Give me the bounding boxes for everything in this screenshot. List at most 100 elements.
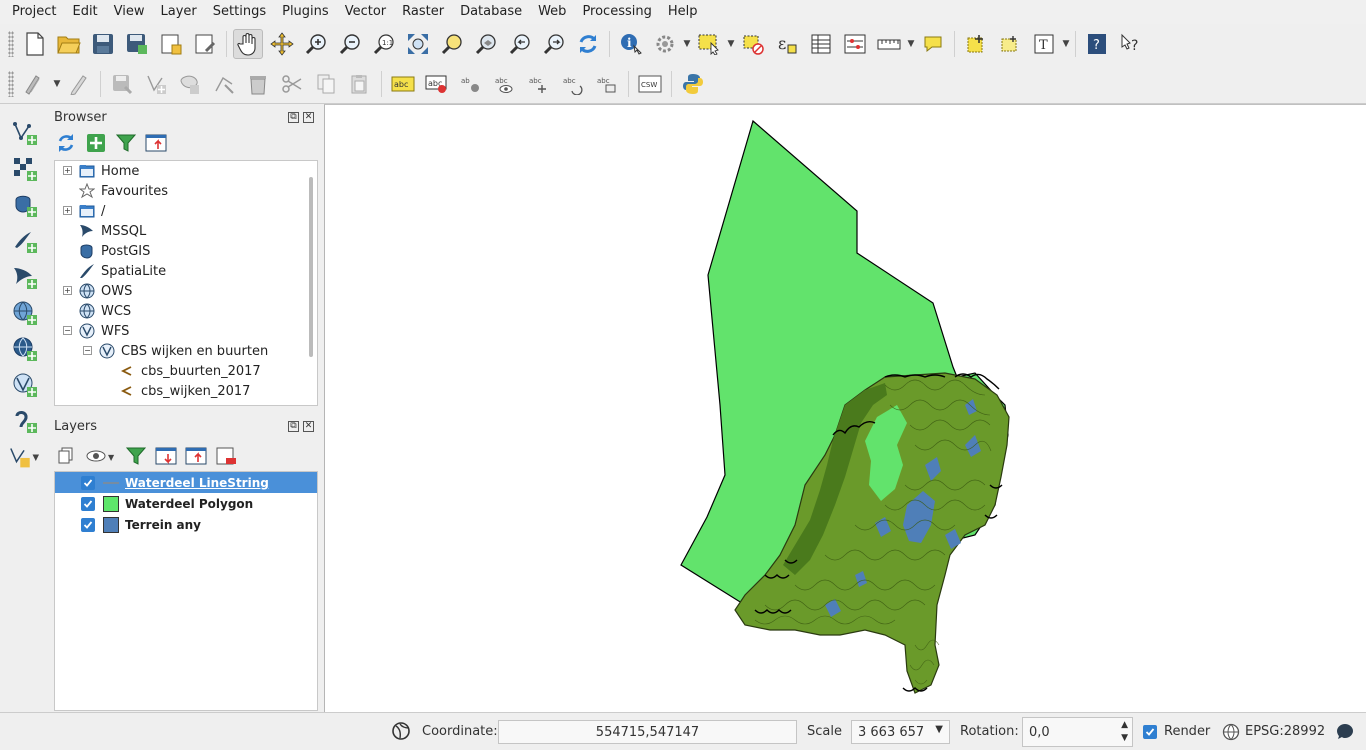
toolbar-handle[interactable]	[8, 31, 14, 57]
new-project-button[interactable]	[20, 29, 50, 59]
measure-line-button[interactable]	[874, 29, 904, 59]
browser-item-postgis[interactable]: PostGIS	[55, 241, 317, 261]
current-edits-button[interactable]	[20, 69, 50, 99]
toggle-extents-icon[interactable]	[390, 720, 412, 746]
vertex-tool-button[interactable]	[209, 69, 239, 99]
add-feature-button[interactable]	[141, 69, 171, 99]
crs-globe-icon[interactable]	[1222, 723, 1240, 745]
zoom-full-button[interactable]	[403, 29, 433, 59]
add-raster-layer-button[interactable]	[8, 152, 42, 186]
collapse-icon[interactable]: −	[83, 346, 92, 355]
chevron-down-icon[interactable]: ▼	[53, 78, 61, 89]
float-panel-icon[interactable]: ⧉	[288, 111, 299, 123]
chevron-down-icon[interactable]: ▼	[727, 39, 735, 49]
scale-combobox[interactable]: 3 663 657 ▼	[851, 720, 950, 744]
filter-legend-icon[interactable]	[124, 444, 148, 468]
layer-visibility-checkbox[interactable]	[81, 475, 95, 490]
label-options-button[interactable]: abc	[422, 69, 452, 99]
expand-icon[interactable]: +	[63, 206, 72, 215]
menu-plugins[interactable]: Plugins	[282, 4, 329, 19]
whats-this-button[interactable]: ?	[1116, 29, 1146, 59]
new-layer-button[interactable]: ▼	[8, 440, 42, 474]
save-layer-edits-button[interactable]	[107, 69, 137, 99]
manage-map-themes-icon[interactable]: ▼	[84, 444, 118, 468]
render-checkbox[interactable]	[1143, 725, 1157, 739]
menu-processing[interactable]: Processing	[582, 4, 652, 19]
add-selected-layers-icon[interactable]	[84, 131, 108, 155]
filter-icon[interactable]	[114, 131, 138, 155]
expand-icon[interactable]: +	[63, 286, 72, 295]
zoom-in-button[interactable]	[301, 29, 331, 59]
new-print-layout-button[interactable]	[156, 29, 186, 59]
remove-layer-icon[interactable]	[214, 444, 238, 468]
zoom-next-button[interactable]	[539, 29, 569, 59]
pin-labels-button[interactable]: ab	[456, 69, 486, 99]
add-vector-layer-button[interactable]	[8, 116, 42, 150]
browser-item-home[interactable]: + Home	[55, 161, 317, 181]
layout-manager-button[interactable]	[190, 29, 220, 59]
delete-selected-button[interactable]	[243, 69, 273, 99]
browser-item-mssql[interactable]: MSSQL	[55, 221, 317, 241]
close-icon[interactable]: ✕	[303, 111, 314, 123]
add-mssql-layer-button[interactable]	[8, 260, 42, 294]
menu-raster[interactable]: Raster	[402, 4, 445, 19]
text-annotation-button[interactable]: T	[1029, 29, 1059, 59]
crs-label[interactable]: EPSG:28992	[1245, 724, 1326, 739]
zoom-to-selection-button[interactable]	[437, 29, 467, 59]
expand-all-icon[interactable]	[154, 444, 178, 468]
help-contents-button[interactable]: ?	[1082, 29, 1112, 59]
open-project-button[interactable]	[54, 29, 84, 59]
metasearch-button[interactable]: CSW	[635, 69, 665, 99]
browser-item-wfs[interactable]: − WFS	[55, 321, 317, 341]
layer-labeling-button[interactable]: abc	[388, 69, 418, 99]
menu-project[interactable]: Project	[12, 4, 57, 19]
add-spatialite-layer-button[interactable]	[8, 224, 42, 258]
browser-item-favourites[interactable]: Favourites	[55, 181, 317, 201]
chevron-down-icon[interactable]: ▼	[1062, 39, 1070, 49]
show-bookmarks-button[interactable]	[995, 29, 1025, 59]
spinner-arrows-icon[interactable]: ▲ ▼	[1121, 720, 1128, 743]
map-tips-button[interactable]	[918, 29, 948, 59]
rotate-label-button[interactable]: abc	[558, 69, 588, 99]
save-project-button[interactable]	[88, 29, 118, 59]
add-polygon-button[interactable]	[175, 69, 205, 99]
zoom-out-button[interactable]	[335, 29, 365, 59]
browser-item-spatialite[interactable]: SpatiaLite	[55, 261, 317, 281]
collapse-all-icon[interactable]	[184, 444, 208, 468]
chevron-down-icon[interactable]: ▼	[935, 724, 943, 735]
attribute-table-button[interactable]	[806, 29, 836, 59]
browser-item-cbs-buurten-2017[interactable]: cbs_buurten_2017	[55, 361, 317, 381]
add-wms-layer-button[interactable]	[8, 296, 42, 330]
paste-features-button[interactable]	[345, 69, 375, 99]
open-styling-icon[interactable]	[54, 444, 78, 468]
browser-item-wcs[interactable]: WCS	[55, 301, 317, 321]
coordinate-field[interactable]: 554715,547147	[498, 720, 797, 744]
toolbar-handle[interactable]	[8, 70, 14, 97]
select-features-button[interactable]	[694, 29, 724, 59]
menu-edit[interactable]: Edit	[72, 4, 98, 19]
layer-visibility-checkbox[interactable]	[81, 496, 95, 511]
zoom-last-button[interactable]	[505, 29, 535, 59]
menu-layer[interactable]: Layer	[160, 4, 197, 19]
browser-item-cbs-wijken-en-buurten[interactable]: − CBS wijken en buurten	[55, 341, 317, 361]
close-icon[interactable]: ✕	[303, 420, 314, 432]
pan-map-button[interactable]	[233, 29, 263, 59]
python-console-button[interactable]	[678, 69, 708, 99]
messages-icon[interactable]	[1335, 723, 1355, 745]
show-hide-labels-button[interactable]: abc	[490, 69, 520, 99]
expand-icon[interactable]: +	[63, 166, 72, 175]
browser-item-[interactable]: + /	[55, 201, 317, 221]
change-label-button[interactable]: abc	[592, 69, 622, 99]
browser-item-ows[interactable]: + OWS	[55, 281, 317, 301]
map-canvas[interactable]	[324, 104, 1366, 712]
menu-help[interactable]: Help	[667, 4, 698, 19]
new-bookmark-button[interactable]	[961, 29, 991, 59]
add-postgis-layer-button[interactable]	[8, 188, 42, 222]
refresh-icon[interactable]	[54, 131, 78, 155]
save-as-button[interactable]	[122, 29, 152, 59]
zoom-native-button[interactable]: 1:1	[369, 29, 399, 59]
refresh-button[interactable]	[573, 29, 603, 59]
menu-web[interactable]: Web	[538, 4, 567, 19]
zoom-to-layer-button[interactable]	[471, 29, 501, 59]
layer-item-waterdeel-linestring[interactable]: Waterdeel LineString	[55, 472, 317, 493]
